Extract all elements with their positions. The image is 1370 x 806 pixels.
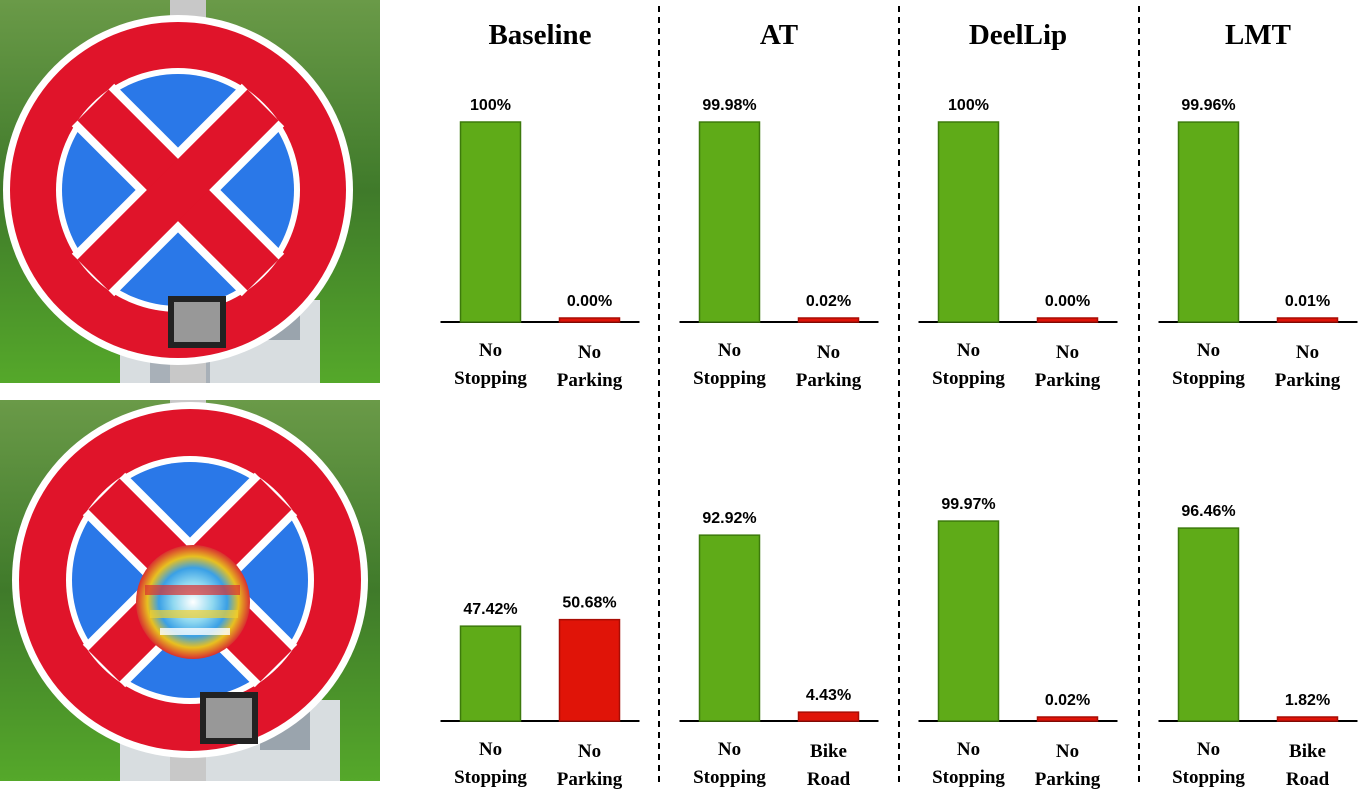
- category-label: Parking: [1035, 370, 1101, 391]
- bar-deellip-patched-1: [1036, 716, 1099, 722]
- bar-baseline-patched-0: [459, 625, 522, 722]
- data-label: 0.01%: [1285, 293, 1330, 310]
- panel-lmt-clean: 99.96% No Stopping 0.01% No Parking: [1158, 97, 1358, 391]
- category-label: Stopping: [454, 368, 527, 389]
- bar-at-patched-0: [698, 534, 761, 722]
- data-label: 50.68%: [562, 595, 616, 612]
- panel-at-patched: 92.92% No Stopping 4.43% Bike Road: [679, 510, 879, 790]
- bar-at-clean-0: [698, 121, 761, 323]
- category-label: Stopping: [932, 767, 1005, 788]
- bar-deellip-patched-0: [937, 520, 1000, 722]
- category-label: No: [957, 739, 980, 760]
- category-label: No: [578, 342, 601, 363]
- title-lmt: LMT: [1225, 19, 1291, 51]
- data-label: 0.02%: [1045, 692, 1090, 709]
- bar-lmt-clean-1: [1276, 317, 1339, 323]
- category-label: Stopping: [1172, 767, 1245, 788]
- data-label: 47.42%: [463, 601, 517, 618]
- data-label: 1.82%: [1285, 692, 1330, 709]
- title-deellip: DeelLip: [969, 19, 1067, 51]
- category-label: No: [479, 739, 502, 760]
- category-label: No: [479, 340, 502, 361]
- patched-sign-photo: [0, 400, 380, 781]
- category-label: Parking: [1035, 769, 1101, 790]
- category-label: No: [578, 741, 601, 762]
- bar-lmt-clean-0: [1177, 121, 1240, 323]
- data-label: 100%: [948, 97, 989, 114]
- bar-charts: 100% No Stopping 0.00% No Parking 99.98% No Stop…: [440, 97, 1358, 790]
- category-label: No: [817, 342, 840, 363]
- bar-baseline-clean-1: [558, 317, 621, 323]
- category-label: Road: [807, 769, 851, 790]
- adversarial-patch-icon: [136, 545, 250, 659]
- category-label: Stopping: [932, 368, 1005, 389]
- category-label: No: [1296, 342, 1319, 363]
- data-label: 99.96%: [1181, 97, 1235, 114]
- data-label: 100%: [470, 97, 511, 114]
- category-label: Parking: [1275, 370, 1341, 391]
- category-label: Stopping: [693, 767, 766, 788]
- panel-deellip-clean: 100% No Stopping 0.00% No Parking: [918, 97, 1118, 391]
- data-label: 96.46%: [1181, 503, 1235, 520]
- bar-at-clean-1: [797, 317, 860, 323]
- data-label: 4.43%: [806, 687, 851, 704]
- panel-baseline-clean: 100% No Stopping 0.00% No Parking: [440, 97, 640, 391]
- category-label: Bike: [1289, 741, 1326, 762]
- panel-baseline-patched: 47.42% No Stopping 50.68% No Parking: [440, 595, 640, 790]
- panel-deellip-patched: 99.97% No Stopping 0.02% No Parking: [918, 496, 1118, 790]
- category-label: No: [718, 739, 741, 760]
- category-label: No: [1056, 741, 1079, 762]
- data-label: 99.97%: [941, 496, 995, 513]
- data-label: 0.00%: [567, 293, 612, 310]
- clean-sign-photo: [0, 0, 380, 383]
- bar-deellip-clean-0: [937, 121, 1000, 323]
- category-label: No: [1056, 342, 1079, 363]
- category-label: Stopping: [454, 767, 527, 788]
- bar-baseline-patched-1: [558, 618, 621, 722]
- panel-lmt-patched: 96.46% No Stopping 1.82% Bike Road: [1158, 503, 1358, 790]
- category-label: No: [1197, 340, 1220, 361]
- title-baseline: Baseline: [488, 19, 591, 51]
- category-label: Road: [1286, 769, 1330, 790]
- panel-at-clean: 99.98% No Stopping 0.02% No Parking: [679, 97, 879, 391]
- bar-lmt-patched-1: [1276, 716, 1339, 722]
- category-label: Bike: [810, 741, 847, 762]
- bar-deellip-clean-1: [1036, 317, 1099, 323]
- title-at: AT: [760, 19, 798, 51]
- data-label: 99.98%: [702, 97, 756, 114]
- category-label: No: [1197, 739, 1220, 760]
- category-label: Parking: [796, 370, 862, 391]
- bar-baseline-clean-0: [459, 121, 522, 323]
- category-label: Stopping: [693, 368, 766, 389]
- bar-at-patched-1: [797, 711, 860, 722]
- bar-lmt-patched-0: [1177, 527, 1240, 722]
- data-label: 0.00%: [1045, 293, 1090, 310]
- no-stopping-sign-icon: [3, 15, 353, 365]
- category-label: Parking: [557, 769, 623, 790]
- category-label: No: [718, 340, 741, 361]
- data-label: 0.02%: [806, 293, 851, 310]
- data-label: 92.92%: [702, 510, 756, 527]
- category-label: Parking: [557, 370, 623, 391]
- category-label: No: [957, 340, 980, 361]
- category-label: Stopping: [1172, 368, 1245, 389]
